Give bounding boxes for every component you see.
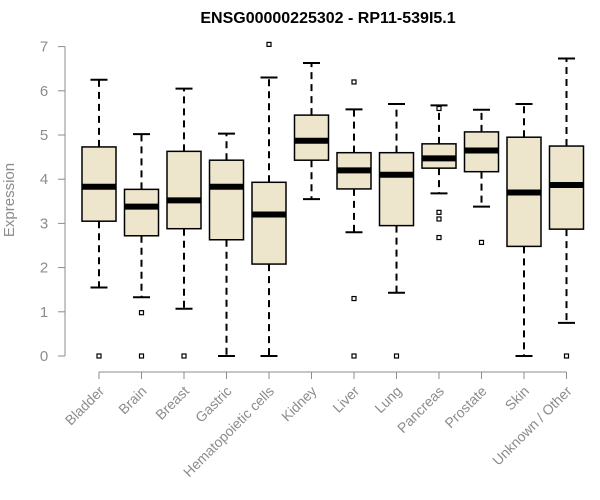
outlier-point bbox=[351, 79, 357, 85]
box-group bbox=[506, 103, 542, 357]
x-tick-label: Liver bbox=[329, 383, 362, 416]
y-tick-label: 0 bbox=[40, 348, 48, 365]
iqr-box bbox=[208, 159, 245, 241]
y-tick-label: 2 bbox=[40, 260, 48, 277]
y-tick-label: 7 bbox=[40, 39, 48, 56]
outlier-point bbox=[266, 41, 272, 47]
x-tick-label: Skin bbox=[502, 383, 533, 414]
y-tick-label: 1 bbox=[40, 304, 48, 321]
x-tick-label: Lung bbox=[371, 383, 404, 416]
outlier-point bbox=[351, 353, 357, 359]
x-tick-label: Pancreas bbox=[394, 383, 447, 436]
boxes-layer bbox=[81, 41, 585, 359]
y-tick-label: 3 bbox=[40, 215, 48, 232]
iqr-box bbox=[251, 181, 287, 265]
y-tick-label: 4 bbox=[40, 171, 48, 188]
iqr-box bbox=[293, 114, 330, 161]
x-tick-label: Prostate bbox=[441, 383, 489, 431]
iqr-box bbox=[123, 188, 160, 237]
x-tick-label: Kidney bbox=[278, 383, 320, 425]
box-group bbox=[208, 132, 245, 357]
box-group bbox=[81, 78, 117, 359]
outlier-point bbox=[96, 353, 102, 359]
outlier-point bbox=[138, 353, 145, 359]
box-group bbox=[251, 41, 287, 357]
x-tick-label: Unknown / Other bbox=[489, 383, 575, 469]
axes: 0 1 2 3 4 5 6 7 bbox=[40, 39, 567, 373]
outlier-point bbox=[563, 353, 570, 359]
outlier-point bbox=[181, 353, 187, 359]
outlier-point bbox=[436, 216, 442, 222]
outlier-point bbox=[351, 295, 357, 302]
box-group bbox=[421, 104, 457, 241]
x-tick-label: Breast bbox=[152, 383, 192, 423]
iqr-box bbox=[166, 150, 202, 230]
box-group bbox=[293, 61, 330, 201]
x-tick-label: Brain bbox=[115, 383, 149, 417]
box-group bbox=[166, 87, 202, 359]
y-axis-label: Expression bbox=[1, 163, 18, 237]
outlier-point bbox=[478, 239, 485, 246]
y-tick-label: 6 bbox=[40, 83, 48, 100]
iqr-box bbox=[378, 151, 415, 227]
outlier-point bbox=[436, 209, 442, 215]
outlier-point bbox=[436, 105, 442, 112]
box-group bbox=[378, 103, 415, 359]
outlier-point bbox=[436, 234, 442, 241]
box-group bbox=[123, 133, 160, 359]
outlier-point bbox=[138, 310, 145, 316]
chart-title: ENSG00000225302 - RP11-539I5.1 bbox=[200, 10, 455, 27]
box-group bbox=[336, 79, 372, 359]
outlier-point bbox=[393, 353, 400, 359]
box-group bbox=[548, 57, 585, 359]
x-tick-label: Bladder bbox=[62, 383, 108, 429]
box-group bbox=[463, 108, 500, 246]
y-tick-label: 5 bbox=[40, 127, 48, 144]
